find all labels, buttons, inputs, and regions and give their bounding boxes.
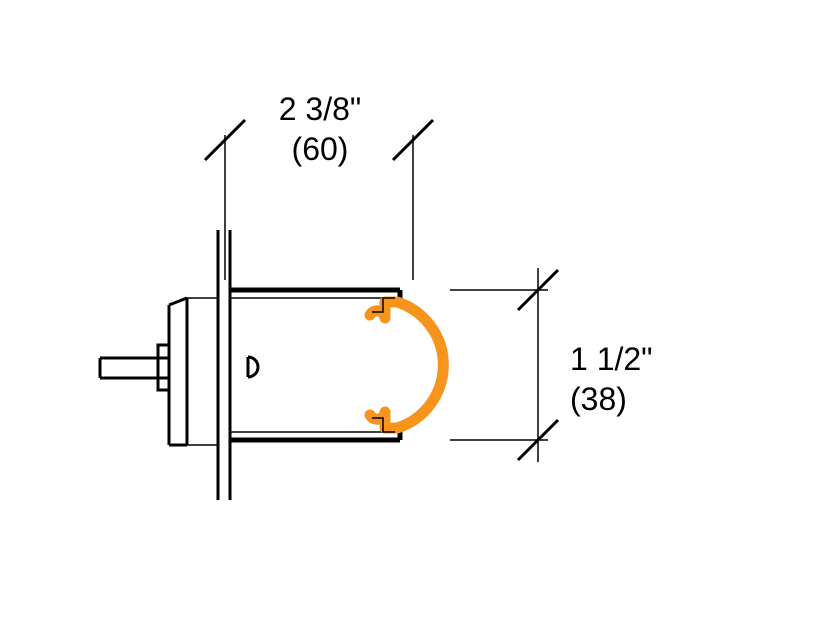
- dimension-height: 1 1/2" (38): [450, 268, 653, 462]
- lens-diffuser: [370, 298, 443, 432]
- dimension-height-metric: (38): [570, 381, 627, 417]
- mount-plate: [169, 298, 218, 445]
- bolt: [100, 345, 169, 390]
- section-drawing: 2 3/8" (60) 1 1/2" (38): [0, 0, 836, 627]
- dimension-height-imperial: 1 1/2": [570, 341, 653, 377]
- dimension-width: 2 3/8" (60): [205, 91, 433, 280]
- dimension-width-metric: (60): [292, 131, 349, 167]
- wall: [218, 230, 230, 500]
- dimension-width-imperial: 2 3/8": [279, 91, 362, 127]
